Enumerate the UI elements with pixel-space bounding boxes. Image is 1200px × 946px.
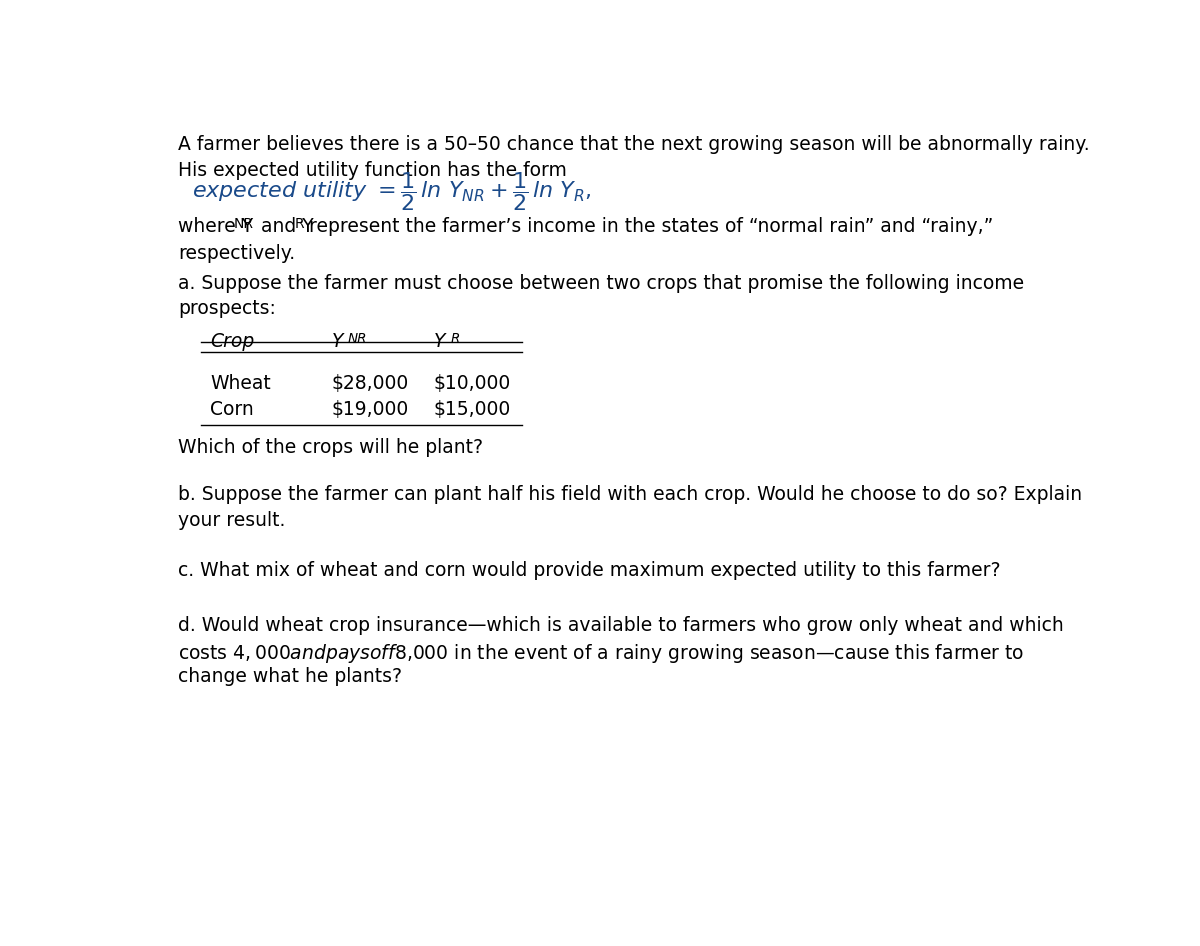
Text: d. Would wheat crop insurance—which is available to farmers who grow only wheat : d. Would wheat crop insurance—which is a… (178, 616, 1063, 635)
Text: $28,000: $28,000 (331, 374, 408, 393)
Text: c. What mix of wheat and corn would provide maximum expected utility to this far: c. What mix of wheat and corn would prov… (178, 562, 1001, 581)
Text: R: R (294, 217, 304, 231)
Text: Wheat: Wheat (210, 374, 271, 393)
Text: Y: Y (331, 332, 343, 351)
Text: and Y: and Y (256, 217, 313, 236)
Text: where Y: where Y (178, 217, 253, 236)
Text: change what he plants?: change what he plants? (178, 667, 402, 686)
Text: expected utility $= \dfrac{1}{2}\,$ln $Y_{\mathit{NR}} + \dfrac{1}{2}\,$ln $Y_R,: expected utility $= \dfrac{1}{2}\,$ln $Y… (192, 170, 592, 213)
Text: A farmer believes there is a 50–50 chance that the next growing season will be a: A farmer believes there is a 50–50 chanc… (178, 135, 1090, 154)
Text: $15,000: $15,000 (433, 400, 511, 419)
Text: His expected utility function has the form: His expected utility function has the fo… (178, 161, 566, 180)
Text: $19,000: $19,000 (331, 400, 408, 419)
Text: represent the farmer’s income in the states of “normal rain” and “rainy,”: represent the farmer’s income in the sta… (304, 217, 994, 236)
Text: b. Suppose the farmer can plant half his field with each crop. Would he choose t: b. Suppose the farmer can plant half his… (178, 485, 1082, 504)
Text: NR: NR (348, 332, 367, 346)
Text: R: R (450, 332, 460, 346)
Text: $10,000: $10,000 (433, 374, 511, 393)
Text: Which of the crops will he plant?: Which of the crops will he plant? (178, 438, 482, 457)
Text: respectively.: respectively. (178, 244, 295, 263)
Text: your result.: your result. (178, 511, 286, 530)
Text: Y: Y (433, 332, 445, 351)
Text: a. Suppose the farmer must choose between two crops that promise the following i: a. Suppose the farmer must choose betwee… (178, 273, 1024, 292)
Text: Crop: Crop (210, 332, 254, 351)
Text: NR: NR (234, 217, 253, 231)
Text: prospects:: prospects: (178, 299, 276, 318)
Text: Corn: Corn (210, 400, 254, 419)
Text: costs $4,000 and pays off $8,000 in the event of a rainy growing season—cause th: costs $4,000 and pays off $8,000 in the … (178, 641, 1024, 665)
